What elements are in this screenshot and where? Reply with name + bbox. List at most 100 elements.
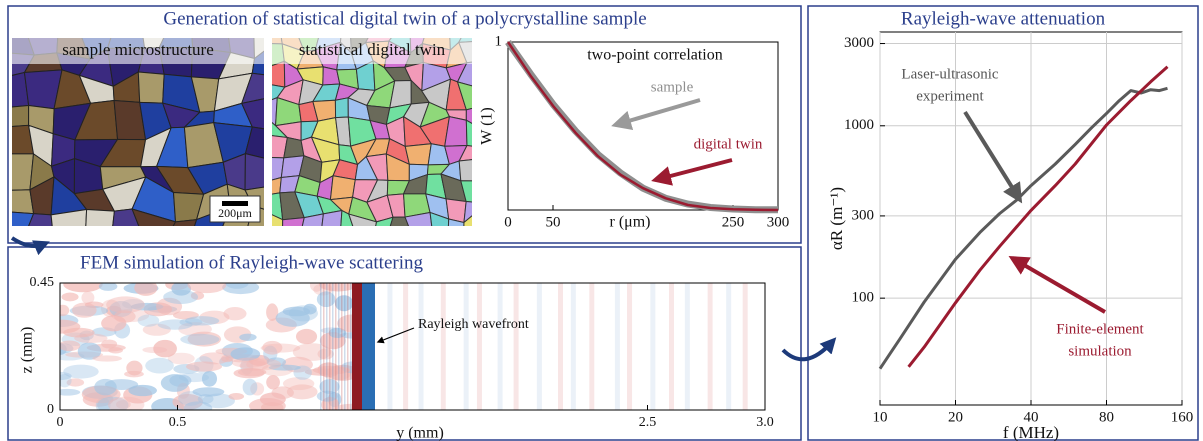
x-tick-label: 0.5 (169, 415, 187, 430)
x-tick-label: 10 (873, 409, 888, 425)
field-ripple (440, 283, 446, 410)
field-ripple (320, 283, 322, 410)
grain (244, 126, 264, 159)
field-blob (199, 352, 230, 365)
fem-field (60, 283, 748, 410)
field-blob (94, 378, 117, 396)
grain (282, 217, 305, 226)
grain (301, 213, 324, 226)
annotation-arrow (376, 327, 415, 344)
annotation-arrow (611, 98, 701, 131)
field-blob (142, 346, 168, 354)
image-label: sample microstructure (62, 40, 214, 59)
field-ripple (387, 283, 393, 410)
field-blob (63, 364, 99, 379)
field-blob (286, 384, 318, 400)
field-blob (239, 360, 269, 371)
field-blob (60, 352, 85, 361)
x-tick-label: 0 (57, 415, 64, 430)
field-ripple (668, 283, 674, 410)
field-blob (97, 396, 129, 410)
y-tick-label: 0.45 (30, 275, 55, 290)
grain (389, 216, 410, 226)
grain (85, 208, 115, 226)
field-blob (187, 283, 227, 294)
field-blob (142, 323, 171, 336)
field-blob (228, 392, 245, 400)
field-blob (66, 378, 85, 387)
field-blob (317, 362, 340, 378)
grain (272, 60, 286, 88)
field-blob (319, 379, 340, 394)
grain (463, 215, 472, 226)
field-blob (190, 291, 205, 300)
field-ripple (344, 283, 346, 410)
grain (321, 209, 343, 226)
field-blob (259, 392, 286, 407)
field-ripple (476, 283, 482, 410)
field-blob (242, 378, 258, 396)
field-blob (137, 314, 160, 327)
field-blob (178, 322, 212, 337)
field-ripple (403, 283, 409, 410)
field-blob (295, 328, 318, 345)
field-blob (156, 297, 183, 316)
field-blob (292, 343, 332, 361)
field-ripple (418, 283, 424, 410)
field-blob (81, 291, 95, 305)
field-ripple (332, 283, 334, 410)
field-blob (187, 331, 222, 347)
wavefront (352, 283, 362, 410)
field-blob (101, 315, 127, 332)
field-blob (328, 327, 347, 339)
y-tick-label: 300 (852, 207, 875, 223)
grain (137, 71, 165, 104)
chart-title: Rayleigh-wave attenuation (901, 8, 1106, 29)
field-blob (309, 283, 324, 292)
field-blob (160, 374, 189, 392)
flow-arrow (781, 337, 837, 362)
series-label: digital twin (694, 136, 763, 152)
field-blob (185, 361, 223, 372)
y-tick-label: 100 (852, 290, 875, 306)
scale-bar (222, 201, 248, 206)
field-blob (167, 352, 195, 365)
field-blob (145, 357, 174, 374)
series-label: Finite-element (1056, 321, 1144, 337)
grain (12, 153, 35, 191)
grain (244, 153, 264, 191)
field-blob (63, 327, 95, 338)
field-ripple (536, 283, 542, 410)
field-blob (317, 348, 334, 360)
grain (456, 61, 472, 87)
field-blob (163, 289, 199, 305)
field-ripple (707, 283, 713, 410)
field-blob (282, 306, 311, 317)
field-ripple (338, 283, 340, 410)
x-tick-label: 0 (504, 214, 512, 230)
grain (50, 208, 88, 226)
y-tick-label: 1000 (844, 117, 874, 133)
field-blob (246, 358, 282, 371)
grain (172, 218, 198, 226)
field-ripple (341, 283, 343, 410)
field-blob (250, 382, 265, 396)
wavefront (362, 283, 375, 410)
grain (465, 119, 472, 147)
field-blob (60, 388, 81, 396)
grain (12, 189, 35, 215)
field-blob (221, 354, 234, 363)
field-blob (72, 302, 97, 318)
field-ripple (742, 283, 748, 410)
grain (112, 208, 140, 226)
x-tick-label: 160 (1171, 409, 1194, 425)
grain (404, 211, 433, 226)
field-blob (183, 401, 213, 410)
field-blob (266, 303, 279, 321)
field-blob (157, 319, 193, 330)
field-blob (316, 291, 336, 308)
field-blob (101, 339, 118, 349)
field-blob (223, 306, 247, 321)
y-tick-label: 0 (47, 402, 54, 417)
